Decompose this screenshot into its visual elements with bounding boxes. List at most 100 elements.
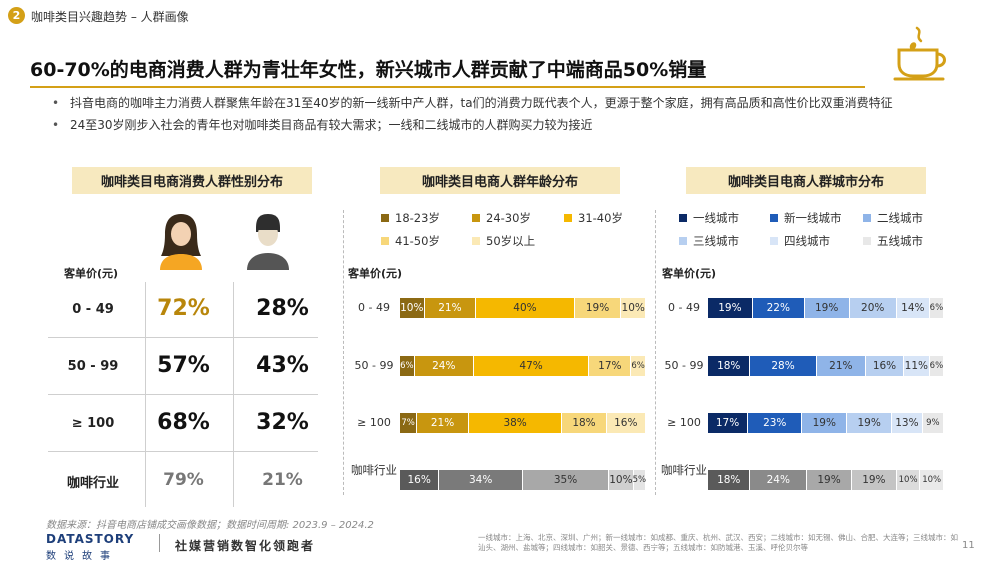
bullet-item: 24至30岁刚步入社会的青年也对咖啡类目商品有较大需求；一线和二线城市的人群购买… (52, 117, 952, 133)
bar-segment: 19% (807, 470, 851, 490)
bar-segment: 16% (606, 413, 645, 433)
gender-female-value: 72% (157, 296, 210, 321)
legend-swatch (381, 214, 389, 222)
legend-item: 18-23岁 (381, 210, 440, 226)
legend-swatch (770, 214, 778, 222)
gender-row-label: 0 - 49 (72, 302, 114, 317)
city-axis-header: 客单价(元) (662, 267, 717, 280)
footer-divider (159, 534, 160, 552)
bar-segment: 17% (589, 356, 631, 376)
grid-line (145, 282, 146, 507)
bar-segment: 16% (866, 356, 903, 376)
legend-label: 50岁以上 (486, 234, 536, 248)
legend-label: 31-40岁 (578, 211, 623, 225)
bar-segment: 10% (621, 298, 645, 318)
panel-divider (655, 210, 656, 495)
bar-segment: 19% (851, 470, 896, 490)
bullet-item: 抖音电商的咖啡主力消费人群聚焦年龄在31至40岁的新一线新中产人群，ta们的消费… (52, 95, 952, 111)
bar-segment: 18% (708, 470, 750, 490)
bar-segment: 10% (896, 470, 920, 490)
section-title: 咖啡类目兴趣趋势 – 人群画像 (31, 10, 189, 24)
legend-swatch (679, 214, 687, 222)
legend-item: 24-30岁 (472, 210, 531, 226)
page-number: 11 (962, 540, 975, 551)
legend-item: 50岁以上 (472, 233, 535, 249)
brand-logo: DATASTORY (46, 532, 135, 546)
legend-swatch (472, 214, 480, 222)
legend-item: 41-50岁 (381, 233, 440, 249)
bar-segment: 21% (424, 298, 476, 318)
bar-segment: 13% (892, 413, 922, 433)
bar-segment: 24% (750, 470, 807, 490)
bar-segment: 5% (633, 470, 646, 490)
bar-segment: 16% (400, 470, 439, 490)
bar-segment: 35% (523, 470, 609, 490)
legend-item: 五线城市 (863, 233, 923, 249)
bar-segment: 11% (903, 356, 929, 376)
bar-segment: 6% (930, 356, 943, 376)
gender-row-label: 50 - 99 (67, 359, 119, 374)
legend-label: 二线城市 (877, 211, 923, 225)
bar-segment: 10% (609, 470, 633, 490)
legend-label: 一线城市 (693, 211, 739, 225)
legend-swatch (564, 214, 572, 222)
bar-segment: 23% (748, 413, 802, 433)
bar-segment: 18% (708, 356, 750, 376)
bar-segment: 40% (476, 298, 574, 318)
brand-slogan: 社媒营销数智化领跑者 (175, 539, 316, 553)
grid-line (48, 451, 318, 452)
city-tier-footnote: 一线城市：上海、北京、深圳、广州；新一线城市：如成都、重庆、杭州、武汉、西安；二… (478, 533, 958, 552)
gender-male-value: 43% (256, 353, 309, 378)
bar-segment: 19% (802, 413, 847, 433)
legend-swatch (679, 237, 687, 245)
grid-line (48, 394, 318, 395)
legend-label: 24-30岁 (486, 211, 531, 225)
data-source-note: 数据来源：抖音电商店铺成交画像数据；数据时间周期: 2023.9 – 2024.… (46, 520, 374, 531)
bar-segment: 7% (400, 413, 417, 433)
category-label: 50 - 99 (354, 359, 394, 372)
bar-segment: 21% (816, 356, 866, 376)
bar-segment: 24% (414, 356, 473, 376)
bar-segment: 19% (804, 298, 849, 318)
category-label: ≥ 100 (357, 416, 391, 429)
gender-male-value: 28% (256, 296, 309, 321)
grid-line (48, 337, 318, 338)
bar-segment: 6% (400, 356, 414, 376)
bar-segment: 17% (708, 413, 748, 433)
category-label: ≥ 100 (667, 416, 701, 429)
bar-segment: 9% (922, 413, 943, 433)
legend-swatch (381, 237, 389, 245)
age-axis-header: 客单价(元) (348, 267, 403, 280)
legend-item: 二线城市 (863, 210, 923, 226)
bar-segment: 20% (849, 298, 896, 318)
legend-swatch (770, 237, 778, 245)
brand-logo-sub: 数说故事 (46, 551, 118, 562)
legend-label: 18-23岁 (395, 211, 440, 225)
bar-segment: 10% (920, 470, 943, 490)
legend-item: 新一线城市 (770, 210, 842, 226)
bar-segment: 34% (439, 470, 522, 490)
category-label: 50 - 99 (664, 359, 704, 372)
bar-segment: 47% (473, 356, 589, 376)
gender-female-value: 57% (157, 353, 210, 378)
bar-segment: 6% (631, 356, 645, 376)
gender-male-value: 21% (262, 470, 303, 490)
legend-label: 五线城市 (877, 234, 923, 248)
category-label: 咖啡行业 (661, 463, 707, 477)
legend-swatch (863, 214, 871, 222)
legend-label: 四线城市 (784, 234, 830, 248)
gender-male-value: 32% (256, 410, 309, 435)
bar-segment: 10% (400, 298, 424, 318)
section-number-badge: 2 (8, 7, 25, 24)
summary-bullets: 抖音电商的咖啡主力消费人群聚焦年龄在31至40岁的新一线新中产人群，ta们的消费… (52, 95, 952, 139)
gender-female-value: 68% (157, 410, 210, 435)
bar-segment: 18% (562, 413, 606, 433)
headline-underline (30, 86, 865, 88)
legend-swatch (472, 237, 480, 245)
legend-item: 四线城市 (770, 233, 830, 249)
age-panel-title: 咖啡类目电商人群年龄分布 (380, 167, 620, 194)
legend-label: 新一线城市 (784, 211, 842, 225)
gender-panel-title: 咖啡类目电商消费人群性别分布 (72, 167, 312, 194)
category-label: 0 - 49 (668, 301, 700, 314)
gender-row-label: ≥ 100 (71, 416, 115, 431)
